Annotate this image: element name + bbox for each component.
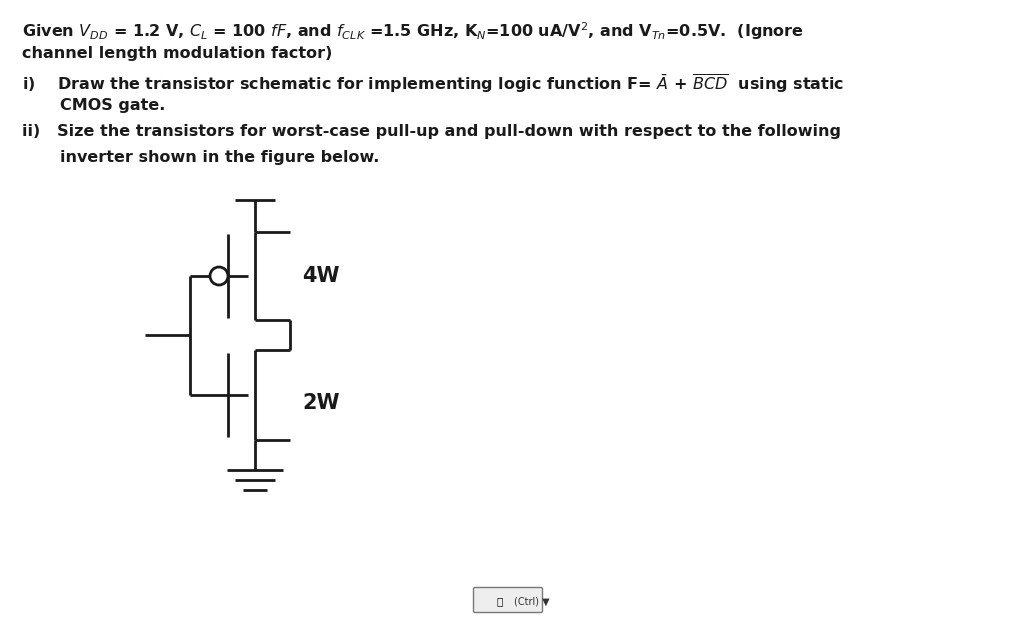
Text: (Ctrl) ▼: (Ctrl) ▼	[514, 596, 550, 606]
Text: 2W: 2W	[302, 393, 339, 413]
Text: i)    Draw the transistor schematic for implementing logic function F= $\bar{A}$: i) Draw the transistor schematic for imp…	[22, 72, 844, 95]
Text: CMOS gate.: CMOS gate.	[60, 98, 166, 113]
Text: inverter shown in the figure below.: inverter shown in the figure below.	[60, 150, 379, 165]
FancyBboxPatch shape	[473, 587, 543, 613]
Text: Given $V_{DD}$ = 1.2 V, $C_L$ = 100 $fF$, and $f_{CLK}$ =1.5 GHz, K$_N$=100 uA/V: Given $V_{DD}$ = 1.2 V, $C_L$ = 100 $fF$…	[22, 20, 804, 42]
Text: channel length modulation factor): channel length modulation factor)	[22, 46, 332, 61]
Text: 4W: 4W	[302, 266, 339, 286]
Text: 📋: 📋	[497, 596, 503, 606]
Text: ii)   Size the transistors for worst-case pull-up and pull-down with respect to : ii) Size the transistors for worst-case …	[22, 124, 841, 139]
